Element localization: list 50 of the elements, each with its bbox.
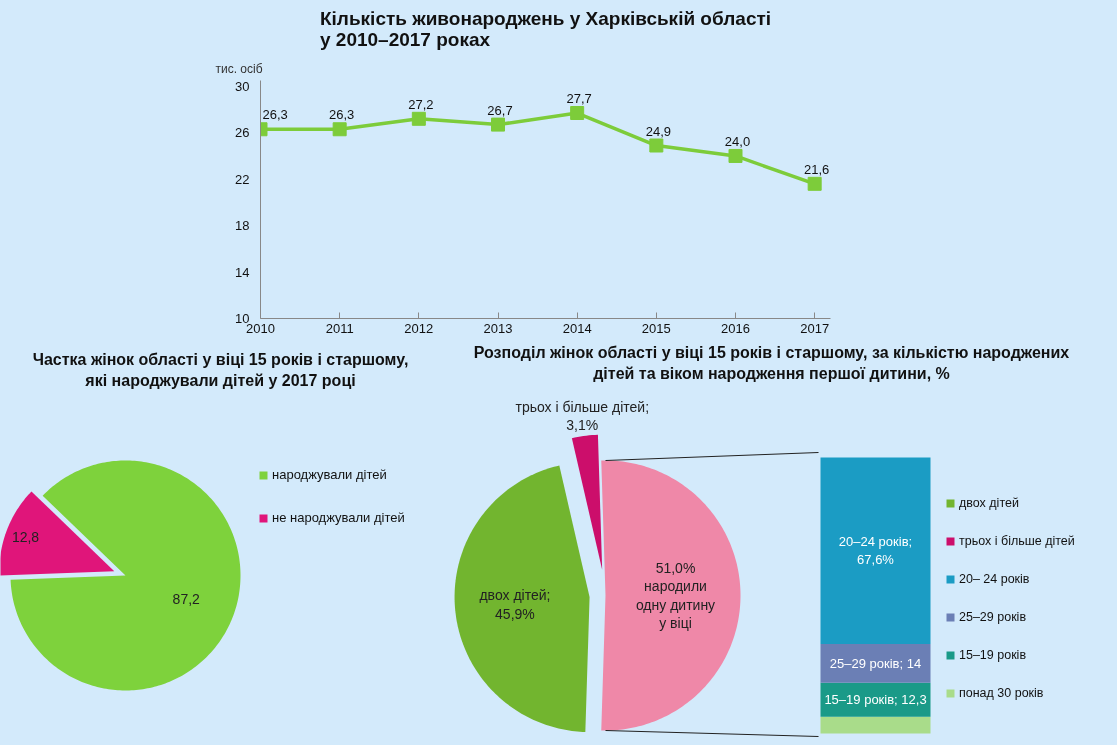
chart-title: Частка жінок області у віці 15 років і старшому, які народжували дітей у 2017 році [32,350,409,389]
x-tick-label: 2012 [404,320,434,336]
legend-label: не народжували дітей [272,510,405,525]
chart-title: Кількість живонароджень у Харківській області у 2010–2017 роках [319,7,772,50]
data-label: 12,8 [11,529,40,546]
bar [820,457,931,645]
data-label: трьох і більше дітей; 3,1% [515,398,650,434]
x-tick-label: 2015 [641,320,671,336]
point [728,148,743,163]
data-label: 20–24 років; 67,6% [838,534,913,568]
y-tick-label: 30 [235,78,250,94]
x-tick-label: 2017 [800,320,830,336]
data-label: двох дітей; 45,9% [479,587,551,622]
x-tick-label: 2013 [483,320,513,336]
point [411,111,426,126]
x-tick-label: 2016 [721,320,750,336]
data-label: 15–19 років; 12,3 [824,692,927,708]
bar [820,644,931,683]
point [570,106,585,121]
y-tick-label: 22 [235,171,250,187]
y-axis-title: тис. осіб [215,61,263,76]
point [491,117,505,132]
data-label: 51,0% народили одну дитину у віці [635,559,716,632]
y-tick-label: 14 [235,264,250,280]
chart-title: Розподіл жінок області у віці 15 років і старшому, за кількістю народжених дітей та віком народження першої дитини, % [473,343,1070,382]
y-tick-label: 26 [235,125,250,141]
data-label: 26,3 [329,107,355,123]
legend-label: понад 30 років [959,686,1044,700]
legend-label: народжували дітей [272,467,387,482]
legend-label: двох дітей [959,496,1019,510]
data-label: 21,6 [804,161,830,177]
data-label: 26,3 [262,107,288,123]
data-label: 24,0 [724,133,751,149]
data-label: 26,7 [487,102,513,118]
point [807,176,822,191]
legend-label: 15–19 років [959,648,1027,662]
legend-label: трьох і більше дітей [959,534,1075,548]
data-label: 27,7 [566,91,592,107]
data-label: 24,9 [645,123,671,139]
bar [820,716,931,734]
legend-label: 20– 24 років [959,572,1030,586]
x-tick-label: 2014 [562,320,592,336]
x-tick-label: 2011 [325,320,354,336]
data-label: 87,2 [172,590,201,607]
y-tick-label: 18 [235,218,250,234]
data-label: 25–29 років; 14 [829,655,922,671]
legend-label: 25–29 років [959,610,1027,624]
data-label: 27,2 [408,96,434,112]
point [332,122,347,137]
point [649,138,664,153]
